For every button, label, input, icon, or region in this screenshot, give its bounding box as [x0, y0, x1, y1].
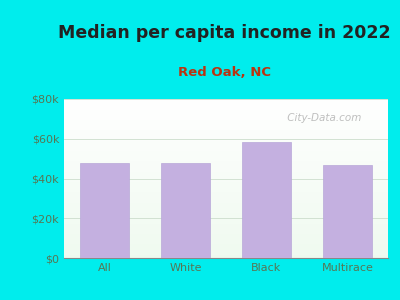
- Text: Median per capita income in 2022: Median per capita income in 2022: [58, 24, 390, 42]
- Text: City-Data.com: City-Data.com: [284, 113, 362, 123]
- Bar: [80, 163, 129, 258]
- Bar: [323, 165, 372, 258]
- Bar: [161, 163, 210, 258]
- Text: Red Oak, NC: Red Oak, NC: [178, 65, 270, 79]
- Bar: [242, 142, 291, 258]
